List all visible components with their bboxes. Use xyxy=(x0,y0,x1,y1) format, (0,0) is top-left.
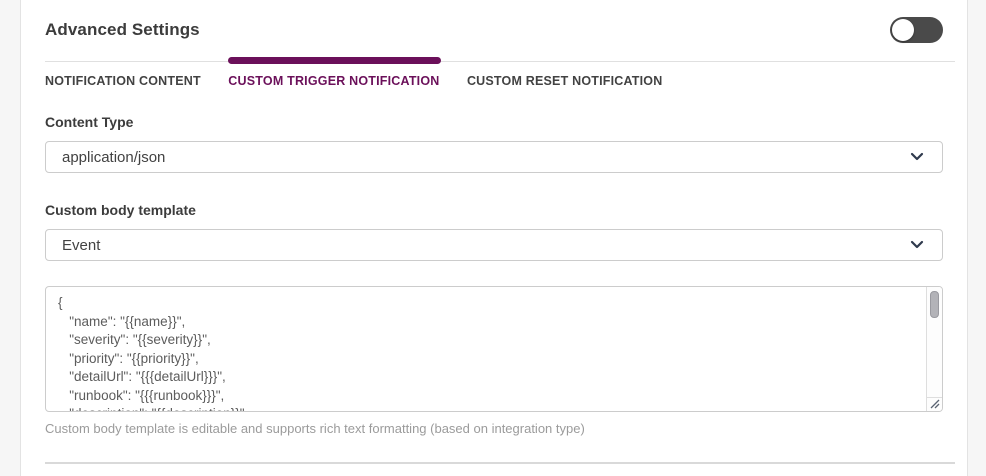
resize-handle[interactable] xyxy=(926,397,942,411)
tab-custom-reset-notification[interactable]: CUSTOM RESET NOTIFICATION xyxy=(467,57,663,88)
section-divider xyxy=(45,462,955,464)
chevron-down-icon xyxy=(910,152,924,162)
body-template-label: Custom body template xyxy=(45,202,196,218)
content-type-label: Content Type xyxy=(45,114,134,130)
advanced-settings-toggle[interactable] xyxy=(890,16,943,43)
body-template-editor[interactable]: { "name": "{{name}}", "severity": "{{sev… xyxy=(45,286,943,412)
editor-scrollbar[interactable] xyxy=(926,287,942,397)
editor-helper-text: Custom body template is editable and sup… xyxy=(45,421,585,436)
content-type-select[interactable]: application/json xyxy=(45,141,943,173)
panel-header: Advanced Settings xyxy=(45,16,943,43)
advanced-settings-panel: Advanced Settings NOTIFICATION CONTENT C… xyxy=(20,0,968,476)
content-type-value: application/json xyxy=(62,148,166,166)
editor-content[interactable]: { "name": "{{name}}", "severity": "{{sev… xyxy=(58,295,245,411)
body-template-select[interactable]: Event xyxy=(45,229,943,261)
scrollbar-thumb[interactable] xyxy=(930,291,939,318)
tab-bar: NOTIFICATION CONTENT CUSTOM TRIGGER NOTI… xyxy=(45,57,955,88)
chevron-down-icon xyxy=(910,240,924,250)
toggle-knob xyxy=(892,18,914,41)
page-title: Advanced Settings xyxy=(45,19,200,39)
tab-notification-content[interactable]: NOTIFICATION CONTENT xyxy=(45,57,201,88)
tab-custom-trigger-notification[interactable]: CUSTOM TRIGGER NOTIFICATION xyxy=(228,57,442,88)
resize-grip-icon xyxy=(930,399,940,409)
tab-bar-divider xyxy=(45,61,955,62)
body-template-value: Event xyxy=(62,236,101,254)
